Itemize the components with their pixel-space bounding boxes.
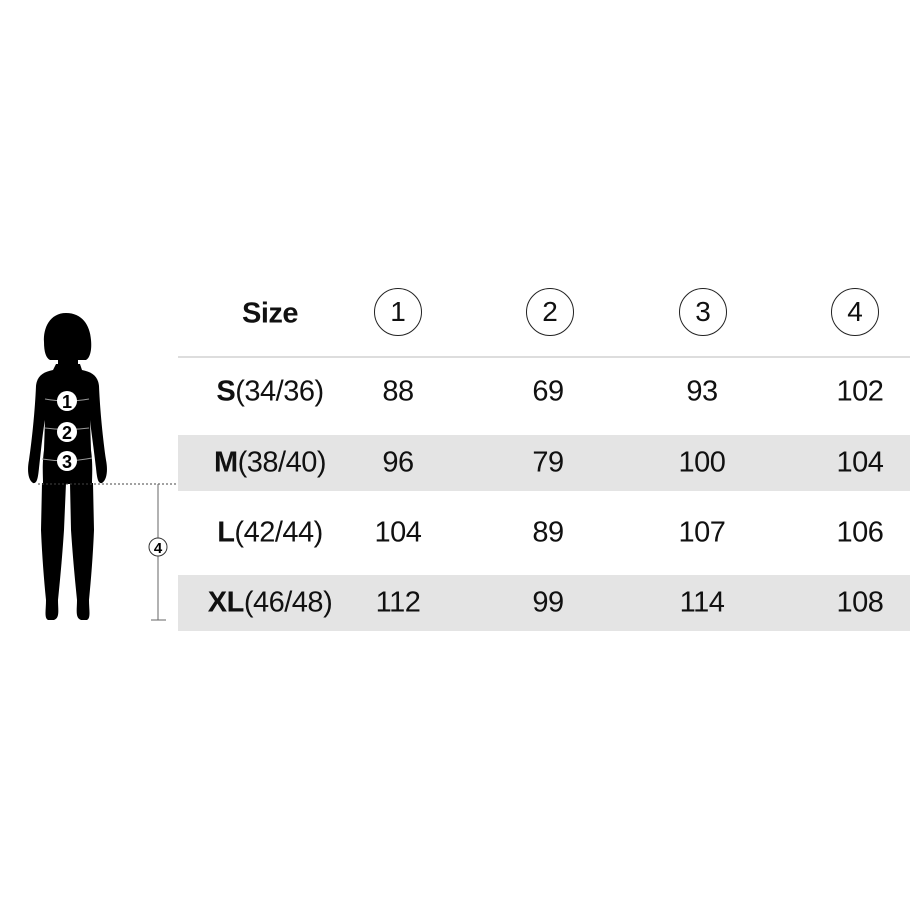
table-cell: 69 <box>532 375 564 408</box>
table-cell: 100 <box>678 446 726 479</box>
table-cell: 106 <box>836 516 884 549</box>
size-label: S(34/36) <box>216 375 324 409</box>
marker-3: 3 <box>62 452 72 472</box>
size-letter: M <box>213 446 238 479</box>
table-cell: 104 <box>836 446 884 479</box>
table-cell: 93 <box>686 375 718 408</box>
marker-4: 4 <box>154 540 163 557</box>
table-cell: 104 <box>374 516 422 549</box>
table-cell: 114 <box>679 586 725 619</box>
table-cell: 108 <box>836 586 884 619</box>
size-label: M(38/40) <box>213 446 327 480</box>
table-cell: 107 <box>678 516 726 549</box>
body-silhouette: 1 2 3 4 <box>28 313 176 621</box>
measure-markers: 1 2 3 <box>57 391 77 472</box>
row-band-xl <box>178 575 910 631</box>
size-letter: XL <box>207 586 245 619</box>
table-cell: 79 <box>532 446 564 479</box>
header-col-4: 4 <box>831 288 879 336</box>
table-cell: 102 <box>836 375 884 408</box>
size-label: XL(46/48) <box>207 586 333 620</box>
header-col-3: 3 <box>679 288 727 336</box>
size-range: (34/36) <box>235 375 324 408</box>
table-cell: 89 <box>532 516 564 549</box>
header-col-2: 2 <box>526 288 574 336</box>
table-cell: 99 <box>532 586 564 619</box>
size-letter: L <box>217 516 235 549</box>
size-letter: S <box>216 375 236 408</box>
table-cell: 112 <box>375 586 421 619</box>
size-range: (42/44) <box>234 516 323 549</box>
table-cell: 88 <box>382 375 414 408</box>
header-divider <box>178 356 910 358</box>
header-col-1: 1 <box>374 288 422 336</box>
table-cell: 96 <box>382 446 414 479</box>
marker-2: 2 <box>62 423 72 443</box>
row-band-m <box>178 435 910 491</box>
marker-1: 1 <box>62 392 72 412</box>
size-range: (38/40) <box>237 446 327 479</box>
size-label: L(42/44) <box>217 517 323 550</box>
header-size: Size <box>241 297 299 330</box>
size-range: (46/48) <box>243 586 333 619</box>
